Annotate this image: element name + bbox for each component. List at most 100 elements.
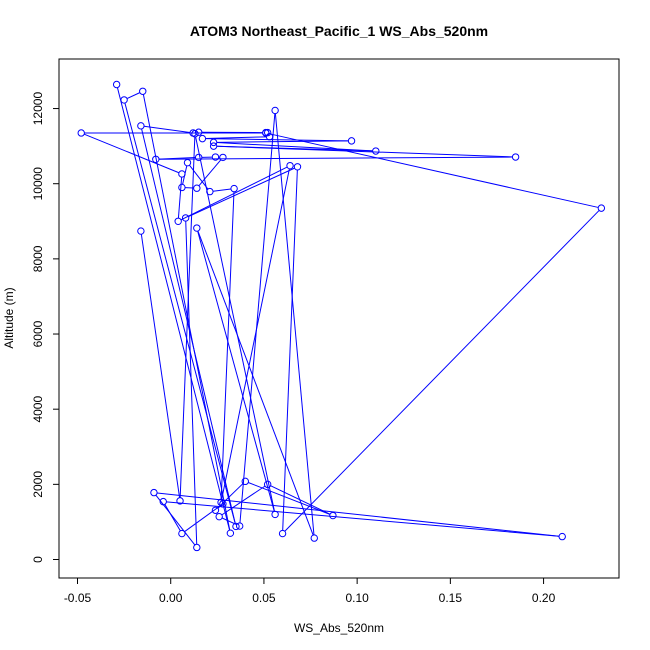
data-point (347, 137, 356, 145)
y-axis-label: Altitude (m) (2, 287, 16, 348)
data-point (206, 187, 214, 196)
series-segment (189, 164, 209, 190)
data-point (219, 500, 227, 508)
data-point (235, 522, 244, 530)
x-tick-label: 0.20 (532, 591, 556, 605)
series-segment (221, 485, 266, 516)
series-segment (197, 231, 275, 512)
data-point (558, 532, 566, 541)
data-point (137, 227, 145, 235)
y-tick-label: 8000 (31, 245, 45, 272)
data-point (193, 184, 201, 192)
data-point (211, 506, 220, 514)
series-segment (185, 221, 198, 545)
data-point (278, 529, 287, 538)
data-point (193, 543, 201, 552)
series-segment (84, 133, 180, 174)
data-point (178, 170, 186, 178)
data-point (232, 522, 240, 531)
data-point (178, 529, 186, 538)
series-points (77, 80, 606, 552)
x-tick-label: 0.05 (252, 591, 276, 605)
series-segment (216, 140, 349, 143)
x-tick-label: 0.10 (345, 591, 369, 605)
y-tick-label: 0 (31, 556, 45, 563)
data-point (271, 106, 279, 115)
data-point (209, 138, 218, 147)
data-point (181, 214, 190, 222)
data-point (77, 129, 85, 137)
data-point (597, 204, 606, 212)
data-point (193, 224, 201, 232)
data-point (198, 134, 207, 143)
series-segment (141, 128, 236, 524)
data-point (137, 122, 145, 130)
data-point (194, 153, 203, 162)
data-point (293, 163, 302, 171)
series-segment (164, 504, 181, 532)
data-point (372, 147, 380, 155)
data-point (226, 529, 235, 537)
series-segment (195, 136, 275, 512)
series-segment (140, 234, 181, 498)
data-point (215, 512, 223, 521)
data-point (174, 217, 182, 225)
series-segment (157, 492, 560, 537)
data-point (112, 80, 121, 89)
x-axis-label: WS_Abs_520nm (294, 621, 384, 635)
series-segment (268, 133, 599, 208)
series-segment (179, 136, 196, 498)
data-point (219, 153, 227, 162)
data-point (217, 498, 225, 507)
x-tick-label: 0.15 (439, 591, 463, 605)
series-segment (274, 113, 315, 535)
series-segment (220, 191, 235, 500)
series-segment (221, 168, 290, 500)
series-segment (217, 483, 244, 509)
data-point (152, 155, 160, 163)
series-segment (142, 94, 231, 531)
data-point (263, 480, 272, 489)
data-point (241, 477, 249, 486)
x-axis: -0.05 0.00 0.05 0.10 0.15 0.20 (64, 577, 556, 605)
series-line (84, 87, 600, 546)
data-point (262, 129, 270, 137)
series-segment (177, 177, 183, 219)
data-point (178, 183, 186, 192)
y-axis: 0 2000 4000 6000 8000 10000 12000 (31, 92, 60, 563)
data-point (511, 153, 520, 161)
data-point (230, 184, 238, 193)
x-tick-label: -0.05 (64, 591, 92, 605)
series-segment (205, 138, 349, 142)
series-segment (143, 125, 190, 134)
y-tick-label: 4000 (31, 396, 45, 423)
series-segment (188, 167, 295, 218)
series-segment (184, 505, 221, 533)
data-point (271, 510, 279, 519)
data-point (286, 161, 294, 170)
data-point (329, 511, 337, 520)
series-segment (212, 188, 231, 192)
series-segment (216, 145, 513, 158)
series-segment (197, 230, 314, 536)
data-point (159, 497, 167, 506)
x-tick-label: 0.00 (159, 591, 183, 605)
data-point (310, 534, 318, 542)
data-point (183, 158, 192, 167)
data-point (191, 130, 199, 138)
data-point (150, 488, 158, 497)
series-segment (126, 92, 141, 100)
data-point (211, 153, 220, 161)
data-point (194, 128, 203, 136)
y-tick-label: 10000 (31, 167, 45, 201)
data-point (176, 497, 184, 505)
data-point (209, 142, 218, 150)
series-segment (158, 157, 196, 160)
y-tick-label: 6000 (31, 320, 45, 347)
series-segment (155, 494, 196, 546)
series-segment (124, 102, 236, 524)
data-point (265, 133, 274, 141)
data-point (120, 96, 128, 104)
chart-title: ATOM3 Northeast_Pacific_1 WS_Abs_520nm (190, 23, 488, 39)
series-segment (116, 87, 231, 531)
